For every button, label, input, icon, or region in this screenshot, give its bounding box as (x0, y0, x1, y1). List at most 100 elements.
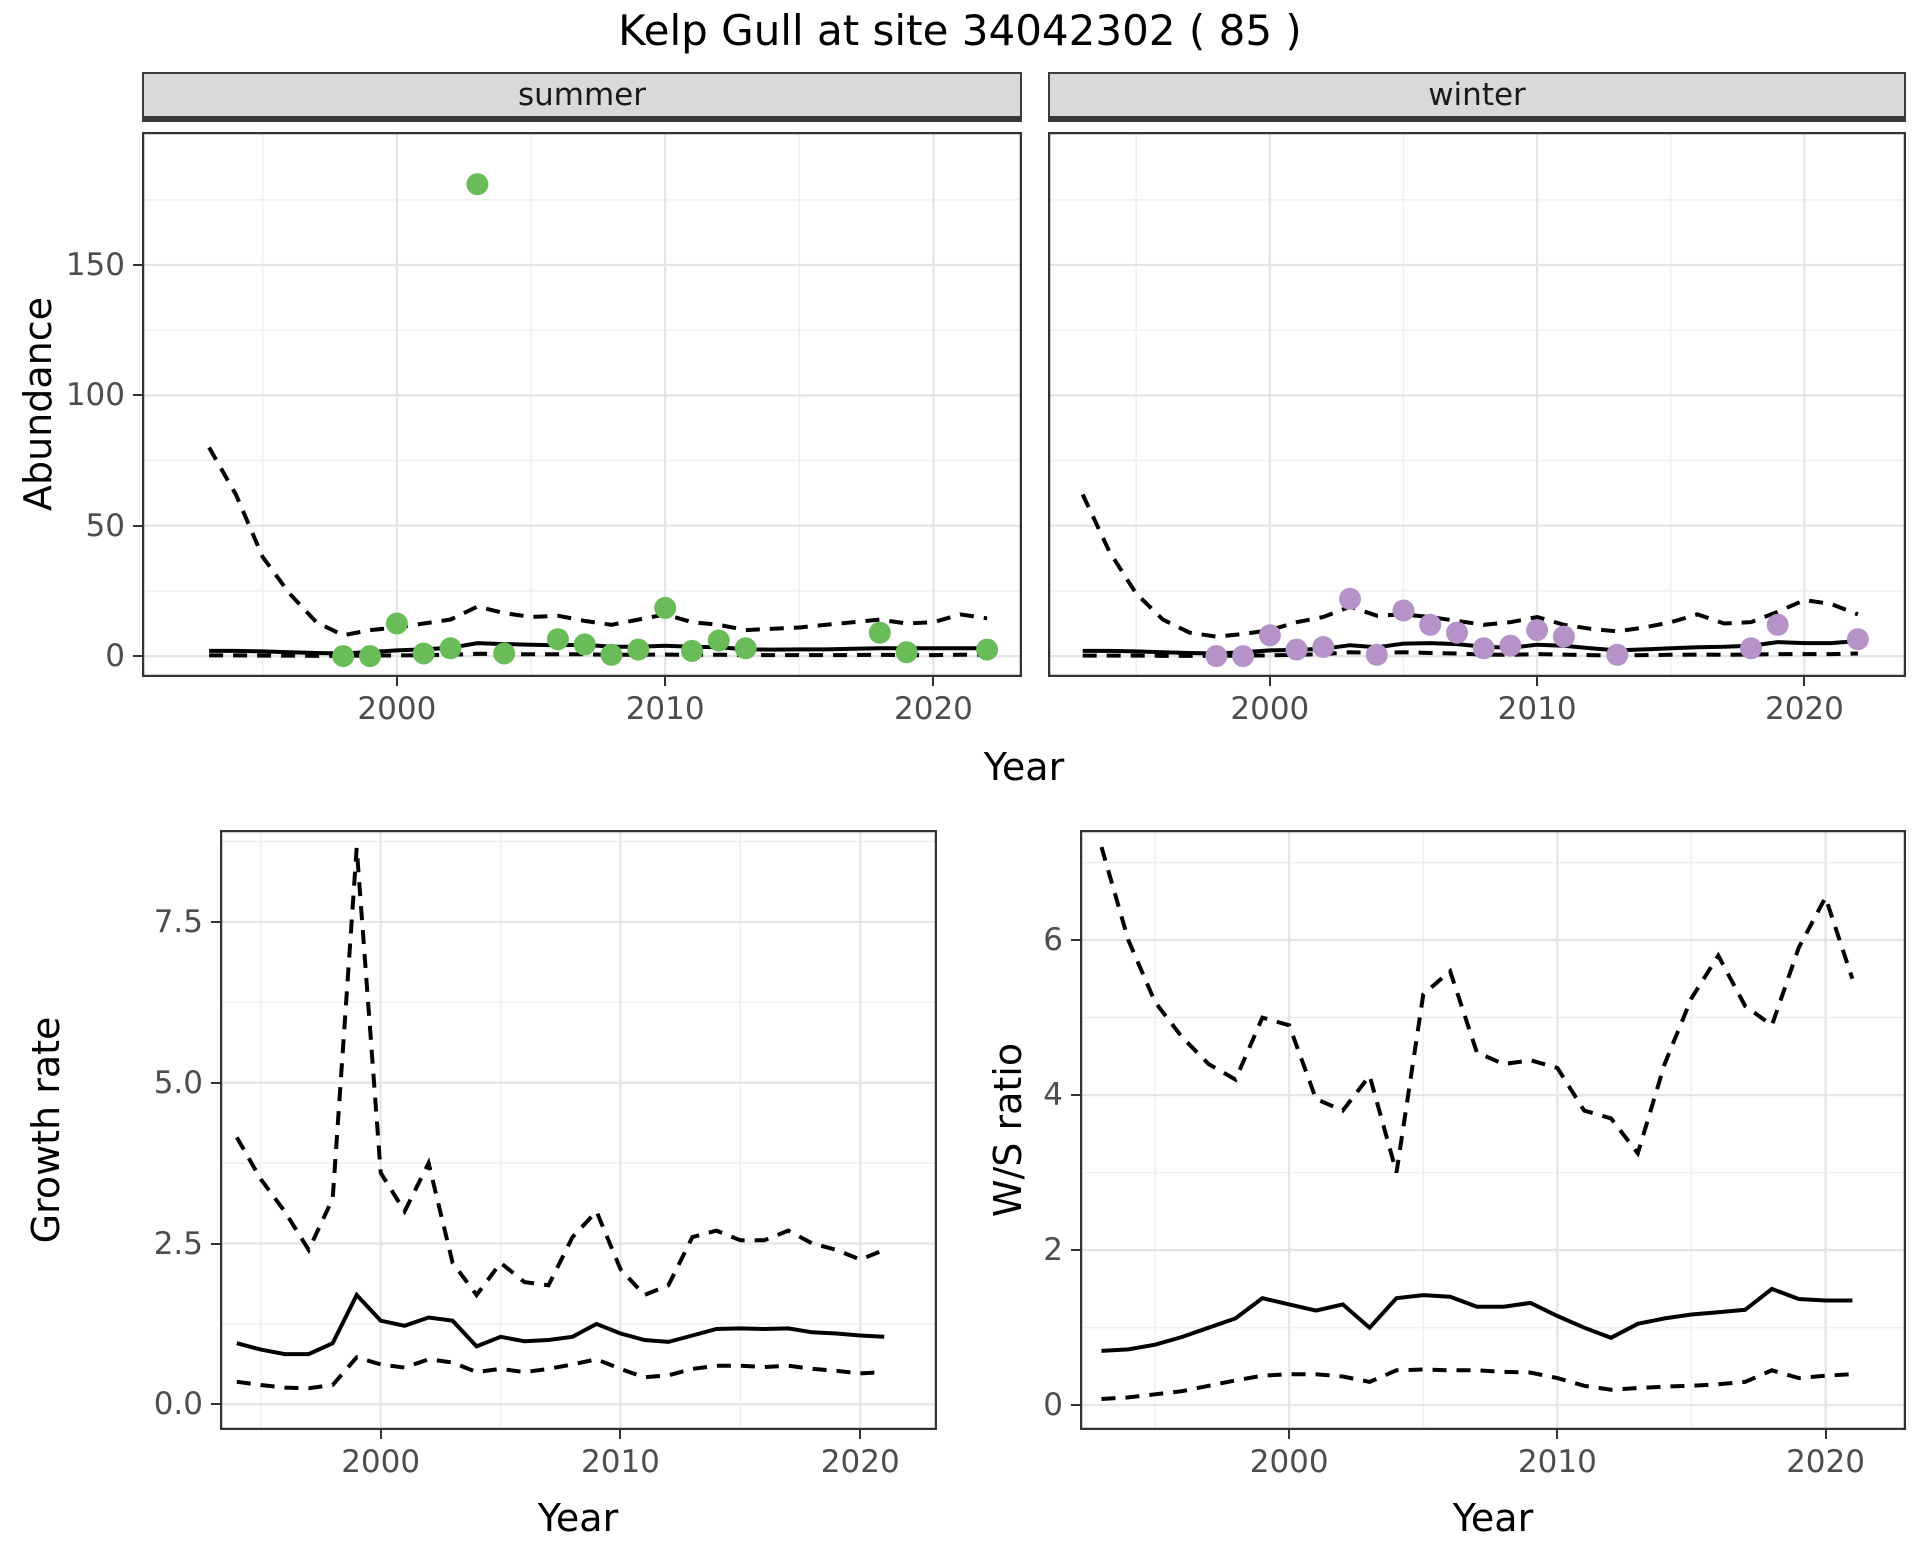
winter_abundance-data-point (1339, 587, 1361, 610)
growth-rate-plot (220, 830, 937, 1430)
x-axis-title-bottom-right: Year (1452, 1496, 1534, 1540)
x-tick-mark (1803, 677, 1806, 686)
facet-label-winter: winter (1428, 77, 1526, 113)
winter_abundance-upper_ci-line (1080, 493, 1859, 639)
x-tick-mark (1288, 1430, 1291, 1439)
ws_ratio-upper_ci-line (1099, 846, 1855, 1174)
x-tick-label: 2020 (894, 691, 973, 727)
y-tick-label: 5.0 (153, 1064, 203, 1101)
y-tick-label: 0.0 (153, 1386, 203, 1423)
growth_rate-upper_ci-line (235, 847, 885, 1299)
y-tick-mark (133, 655, 142, 658)
y-tick-label: 6 (1043, 922, 1063, 959)
growth_rate-median-line (236, 1291, 885, 1357)
winter_abundance-data-point (1392, 599, 1415, 622)
summer_abundance-data-point (707, 629, 730, 652)
x-tick-label: 2020 (1764, 691, 1844, 727)
y-tick-mark (133, 524, 142, 527)
summer_abundance-data-point (734, 637, 757, 660)
x-tick-label: 2020 (1786, 1444, 1865, 1480)
x-tick-label: 2000 (341, 1444, 421, 1480)
y-tick-mark (1071, 1249, 1080, 1252)
summer_abundance-data-point (546, 628, 569, 651)
x-tick-mark (395, 677, 398, 686)
x-tick-mark (932, 677, 935, 686)
x-axis-title-bottom-left: Year (537, 1496, 619, 1540)
summer_abundance-data-point (359, 645, 381, 668)
y-tick-label: 7.5 (153, 903, 203, 940)
summer_abundance-data-point (627, 638, 650, 661)
winter_abundance-data-point (1499, 634, 1522, 657)
winter_abundance-data-point (1472, 637, 1495, 660)
x-tick-label: 2000 (1230, 691, 1310, 727)
summer-abundance-plot (142, 132, 1022, 677)
y-tick-label: 0 (105, 638, 125, 675)
summer_abundance-data-point (654, 596, 677, 619)
facet-strip-summer: summer (142, 72, 1022, 122)
winter_abundance-data-point (1446, 621, 1468, 644)
winter_abundance-data-point (1232, 645, 1255, 668)
summer_abundance-data-point (385, 612, 408, 635)
summer_abundance-data-point (600, 643, 623, 666)
winter-abundance-plot (1048, 132, 1906, 677)
y-tick-mark (133, 394, 142, 397)
winter_abundance-data-point (1526, 619, 1549, 642)
winter_abundance-data-point (1419, 613, 1442, 636)
x-tick-mark (1536, 677, 1539, 686)
y-tick-mark (211, 920, 220, 923)
summer_abundance-data-point (868, 621, 891, 644)
y-tick-label: 150 (65, 246, 125, 283)
x-tick-label: 2010 (625, 691, 705, 727)
winter_abundance-data-point (1552, 625, 1575, 648)
summer_abundance-data-point (466, 173, 489, 196)
facet-label-summer: summer (517, 77, 646, 113)
summer_abundance-data-point (493, 642, 516, 665)
ws-ratio-plot (1080, 830, 1906, 1430)
x-tick-mark (859, 1430, 862, 1439)
winter_abundance-data-point (1205, 645, 1228, 668)
y-tick-label: 0 (1043, 1387, 1063, 1424)
summer_abundance-data-point (412, 642, 435, 665)
y-tick-label: 100 (65, 377, 125, 414)
winter_abundance-data-point (1285, 638, 1308, 661)
summer_abundance-data-point (895, 641, 918, 664)
y-tick-label: 50 (85, 507, 125, 544)
x-tick-label: 2010 (1517, 1444, 1597, 1480)
winter_abundance-data-point (1740, 637, 1762, 660)
ws_ratio-median-line (1101, 1286, 1853, 1353)
winter_abundance-data-point (1766, 613, 1789, 636)
y-tick-label: 2 (1043, 1232, 1063, 1269)
y-tick-label: 4 (1043, 1077, 1063, 1114)
summer_abundance-data-point (573, 633, 596, 656)
x-tick-label: 2000 (1249, 1444, 1329, 1480)
x-tick-mark (619, 1430, 622, 1439)
summer_abundance-data-point (439, 637, 462, 660)
y-axis-title-growth-rate: Growth rate (24, 1016, 68, 1244)
y-tick-mark (1071, 1094, 1080, 1097)
winter_abundance-data-point (1365, 643, 1388, 666)
growth_rate-lower_ci-line (236, 1355, 885, 1391)
y-tick-mark (211, 1081, 220, 1084)
page-title: Kelp Gull at site 34042302 ( 85 ) (618, 6, 1302, 55)
x-tick-mark (379, 1430, 382, 1439)
winter_abundance-data-point (1606, 643, 1629, 666)
facet-strip-winter: winter (1048, 72, 1906, 122)
y-tick-mark (133, 263, 142, 266)
winter_abundance-data-point (1846, 628, 1869, 651)
winter_abundance-data-point (1258, 624, 1281, 647)
x-axis-title-top: Year (983, 745, 1065, 789)
x-tick-label: 2010 (581, 1444, 660, 1480)
summer_abundance-data-point (332, 645, 355, 668)
x-tick-mark (1556, 1430, 1559, 1439)
summer_abundance-data-point (681, 639, 703, 662)
x-tick-label: 2020 (820, 1444, 900, 1480)
y-tick-label: 2.5 (153, 1225, 203, 1262)
x-tick-label: 2010 (1497, 691, 1577, 727)
x-tick-label: 2000 (357, 691, 437, 727)
ws_ratio-lower_ci-line (1101, 1367, 1853, 1401)
y-tick-mark (211, 1242, 220, 1245)
x-tick-mark (1268, 677, 1271, 686)
x-tick-mark (664, 677, 667, 686)
y-tick-mark (1071, 1404, 1080, 1407)
